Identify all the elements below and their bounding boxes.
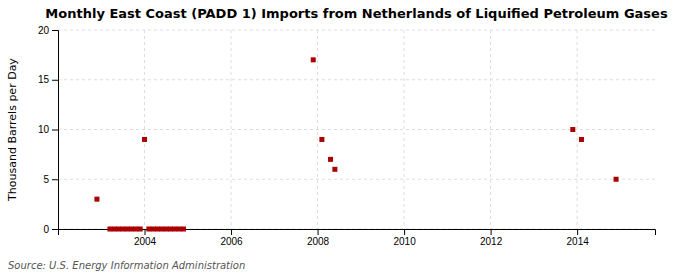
point <box>579 137 584 142</box>
point <box>168 227 173 232</box>
point <box>311 57 316 62</box>
point <box>328 157 333 162</box>
tick-label: 2012 <box>480 236 503 247</box>
tick-label: 20 <box>38 25 50 36</box>
point <box>125 227 130 232</box>
point <box>181 227 186 232</box>
point <box>570 127 575 132</box>
tick-label: 5 <box>43 174 49 185</box>
tick: 2008 <box>307 229 330 247</box>
chart: 2004 2006 2008 2010 2012 2014 0 5 10 15 20 Monthly … <box>0 0 675 275</box>
grid-line-y <box>58 79 655 80</box>
point <box>107 227 112 232</box>
point <box>319 137 324 142</box>
x-axis: 2004 2006 2008 2010 2012 2014 <box>59 229 656 247</box>
source-note: Source: U.S. Energy Information Administ… <box>8 260 245 271</box>
point <box>155 227 160 232</box>
point <box>120 227 125 232</box>
tick-label: 2008 <box>307 236 330 247</box>
point <box>172 227 177 232</box>
tick: 2004 <box>134 229 157 247</box>
point <box>159 227 164 232</box>
tick-mark <box>145 229 146 235</box>
point <box>94 197 99 202</box>
tick: 2014 <box>567 229 590 247</box>
axis-line <box>52 31 59 230</box>
tick-label: 0 <box>43 224 49 235</box>
tick-mark <box>52 30 58 31</box>
point <box>614 177 619 182</box>
point <box>142 137 147 142</box>
tick-label: 2014 <box>567 236 590 247</box>
point <box>177 227 182 232</box>
grid <box>58 30 655 229</box>
tick-label: 10 <box>38 124 50 135</box>
tick-label: 2010 <box>393 236 416 247</box>
grid-line-y <box>58 179 655 180</box>
grid-line-x <box>231 30 232 229</box>
tick-mark <box>52 229 58 230</box>
y-axis: 0 5 10 15 20 <box>38 25 59 235</box>
tick: 5 <box>43 174 58 185</box>
tick: 0 <box>43 224 58 235</box>
tick: 20 <box>38 25 58 36</box>
tick-mark <box>52 80 58 81</box>
tick-mark <box>577 229 578 235</box>
tick-mark <box>318 229 319 235</box>
grid-line-x <box>404 30 405 229</box>
point <box>332 167 337 172</box>
tick-mark <box>404 229 405 235</box>
grid-line-y <box>58 129 655 130</box>
point <box>116 227 121 232</box>
tick-mark <box>52 179 58 180</box>
plot: 2004 2006 2008 2010 2012 2014 0 5 10 15 20 <box>38 25 656 247</box>
point <box>151 227 156 232</box>
tick: 2006 <box>220 229 243 247</box>
tick-mark <box>491 229 492 235</box>
tick-label: 2006 <box>220 236 243 247</box>
tick: 10 <box>38 124 58 135</box>
point <box>164 227 169 232</box>
tick-label: 2004 <box>134 236 157 247</box>
y-axis-title: Thousand Barrels per Day <box>6 58 19 202</box>
point <box>138 227 143 232</box>
point <box>146 227 151 232</box>
point <box>129 227 134 232</box>
tick-label: 15 <box>38 74 50 85</box>
tick: 15 <box>38 74 58 85</box>
tick: 2010 <box>393 229 416 247</box>
point <box>112 227 117 232</box>
title: Monthly East Coast (PADD 1) Imports from… <box>45 6 668 21</box>
grid-line-y <box>58 30 655 31</box>
tick: 2012 <box>480 229 503 247</box>
point <box>133 227 138 232</box>
points <box>94 57 618 231</box>
tick-mark <box>52 130 58 131</box>
tick-mark <box>231 229 232 235</box>
